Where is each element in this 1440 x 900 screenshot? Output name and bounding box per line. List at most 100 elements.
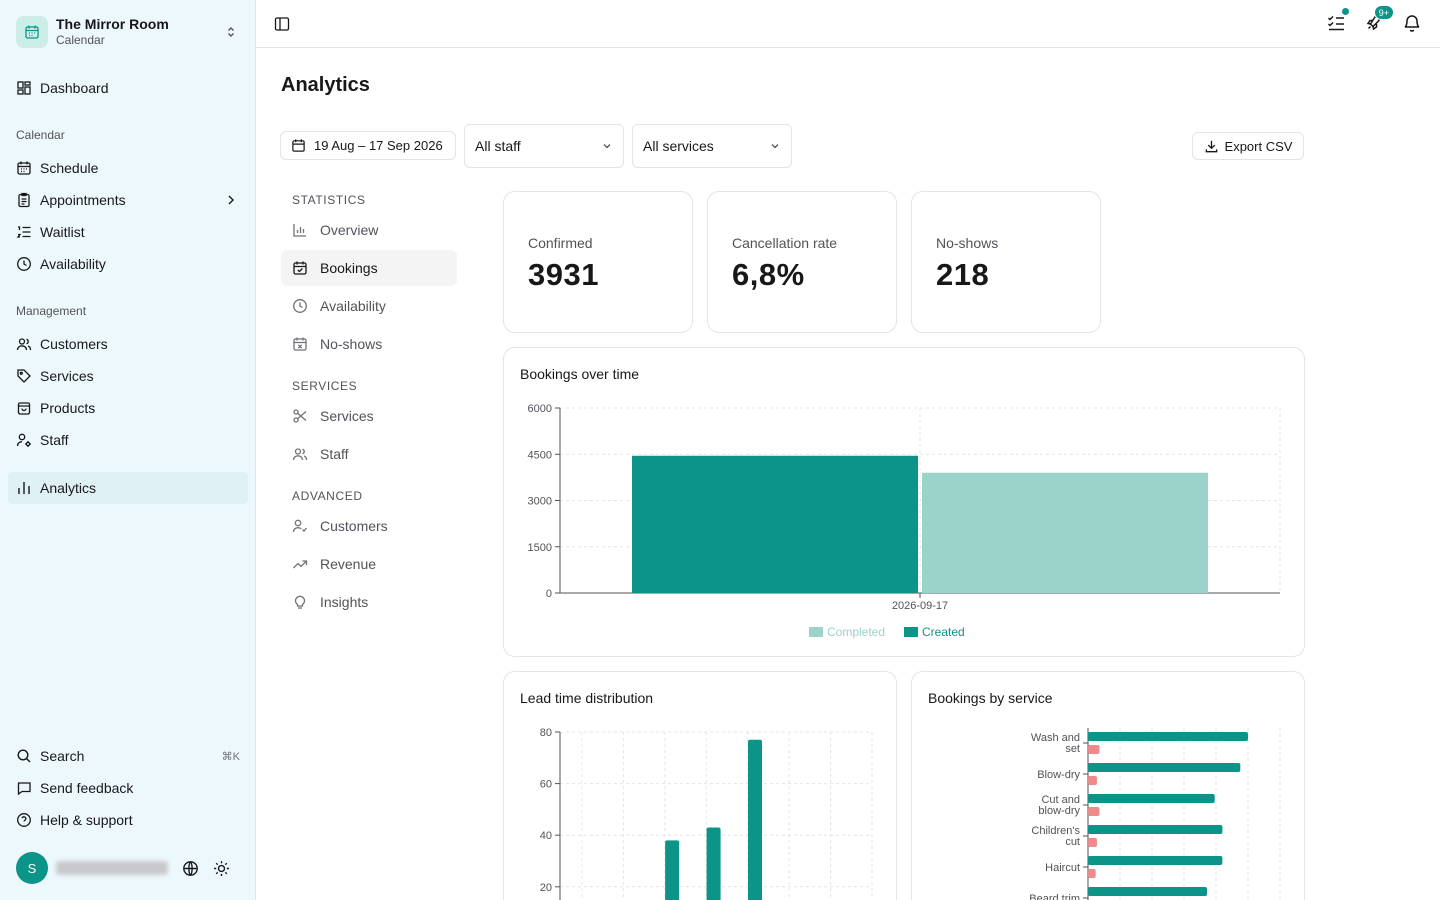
clock-icon bbox=[16, 256, 32, 272]
subnav-item-overview[interactable]: Overview bbox=[281, 212, 457, 248]
notification-count-badge: 9+ bbox=[1373, 5, 1394, 20]
bookings-by-service-card: Bookings by service Wash and set Blow-dry C… bbox=[911, 671, 1305, 900]
bar-cancellations bbox=[1088, 745, 1100, 754]
y-tick-label: 0 bbox=[546, 588, 552, 600]
subnav-item-revenue[interactable]: Revenue bbox=[281, 546, 457, 582]
stat-label: Cancellation rate bbox=[732, 235, 838, 251]
subnav-item-customers[interactable]: Customers bbox=[281, 508, 457, 544]
staff-select[interactable]: All staff bbox=[464, 124, 624, 168]
lead-time-distribution-card: Lead time distribution 20 40 60 80 bbox=[503, 671, 897, 900]
sidebar-item-customers[interactable]: Customers bbox=[8, 328, 248, 360]
sidebar-item-availability[interactable]: Availability bbox=[8, 248, 248, 280]
chart-title: Lead time distribution bbox=[520, 690, 654, 706]
stat-value: 218 bbox=[936, 257, 990, 292]
sidebar-item-label: Dashboard bbox=[40, 80, 109, 96]
subnav-item-label: Insights bbox=[320, 594, 369, 610]
services-select[interactable]: All services bbox=[632, 124, 792, 168]
legend-label: Created bbox=[922, 625, 965, 639]
y-tick-label: set bbox=[1065, 743, 1080, 755]
subnav-item-staff[interactable]: Staff bbox=[281, 436, 457, 472]
sidebar-item-search[interactable]: Search ⌘K bbox=[8, 740, 248, 772]
y-tick-label: 80 bbox=[540, 727, 552, 739]
y-tick-label: Children's bbox=[1031, 825, 1080, 837]
sidebar: The Mirror Room Calendar Dashboard Calen… bbox=[0, 0, 256, 900]
y-tick-label: blow-dry bbox=[1038, 805, 1080, 817]
sidebar-item-dashboard[interactable]: Dashboard bbox=[8, 72, 248, 104]
subnav-item-label: No-shows bbox=[320, 336, 383, 352]
y-tick-label: 1500 bbox=[528, 542, 552, 554]
chevron-right-icon[interactable] bbox=[224, 193, 238, 207]
y-tick-label: 40 bbox=[540, 830, 552, 842]
chart-title: Bookings by service bbox=[928, 690, 1053, 706]
users-icon bbox=[292, 446, 308, 462]
y-tick-label: Wash and bbox=[1031, 732, 1080, 744]
sidebar-item-label: Staff bbox=[40, 432, 69, 448]
subnav-item-bookings[interactable]: Bookings bbox=[281, 250, 457, 286]
calendar-check-icon bbox=[292, 260, 308, 276]
date-range-label: 19 Aug – 17 Sep 2026 bbox=[314, 138, 443, 153]
bar bbox=[748, 739, 762, 900]
sidebar-item-schedule[interactable]: Schedule bbox=[8, 152, 248, 184]
lead-time-distribution-chart: 20 40 60 80 bbox=[540, 727, 873, 900]
y-tick-label: 3000 bbox=[528, 496, 552, 508]
sidebar-toggle-icon[interactable] bbox=[274, 16, 290, 32]
avatar[interactable]: S bbox=[16, 852, 48, 884]
shopping-bag-icon bbox=[16, 400, 32, 416]
dashboard-icon bbox=[16, 80, 32, 96]
user-check-icon bbox=[292, 518, 308, 534]
whats-new-button[interactable]: 9+ bbox=[1364, 5, 1394, 33]
y-tick-label: 4500 bbox=[528, 449, 552, 461]
staff-select-value: All staff bbox=[475, 138, 521, 154]
sun-icon[interactable] bbox=[213, 860, 230, 877]
bar-bookings bbox=[1088, 763, 1241, 772]
globe-icon[interactable] bbox=[182, 860, 199, 877]
sidebar-item-label: Analytics bbox=[40, 480, 97, 496]
y-tick-label: Blow-dry bbox=[1037, 769, 1080, 781]
bar-bookings bbox=[1088, 825, 1223, 834]
sidebar-item-waitlist[interactable]: Waitlist bbox=[8, 216, 248, 248]
y-tick-label: Cut and bbox=[1041, 794, 1080, 806]
workspace-subtitle: Calendar bbox=[56, 33, 105, 47]
bar-bookings bbox=[1088, 856, 1223, 865]
lightbulb-icon bbox=[292, 594, 308, 610]
sidebar-item-label: Availability bbox=[40, 256, 106, 272]
chevrons-up-down-icon bbox=[224, 25, 238, 39]
bar-bookings bbox=[1088, 794, 1215, 803]
subnav-item-insights[interactable]: Insights bbox=[281, 584, 457, 620]
calendar-x-icon bbox=[292, 336, 308, 352]
sidebar-item-help[interactable]: Help & support bbox=[8, 804, 248, 836]
sidebar-item-analytics[interactable]: Analytics bbox=[8, 472, 248, 504]
subnav-item-no-shows[interactable]: No-shows bbox=[281, 326, 457, 362]
sidebar-item-label: Search bbox=[40, 748, 85, 764]
sidebar-item-feedback[interactable]: Send feedback bbox=[8, 772, 248, 804]
sidebar-item-staff[interactable]: Staff bbox=[8, 424, 248, 456]
bar-cancellations bbox=[1088, 838, 1097, 847]
sidebar-item-label: Help & support bbox=[40, 812, 133, 828]
help-circle-icon bbox=[16, 812, 32, 828]
chevron-down-icon bbox=[601, 140, 613, 152]
sidebar-item-appointments[interactable]: Appointments bbox=[8, 184, 248, 216]
sidebar-item-label: Waitlist bbox=[40, 224, 85, 240]
sidebar-item-label: Appointments bbox=[40, 192, 126, 208]
task-list-button[interactable] bbox=[1326, 7, 1350, 33]
user-menu[interactable]: S bbox=[16, 852, 248, 884]
sidebar-item-services[interactable]: Services bbox=[8, 360, 248, 392]
bar bbox=[706, 827, 721, 900]
tag-icon bbox=[16, 368, 32, 384]
subnav-item-availability[interactable]: Availability bbox=[281, 288, 457, 324]
date-range-picker[interactable]: 19 Aug – 17 Sep 2026 bbox=[280, 131, 456, 160]
calendar-logo-icon bbox=[16, 16, 48, 48]
sidebar-item-label: Products bbox=[40, 400, 96, 416]
sidebar-item-label: Services bbox=[40, 368, 94, 384]
bar-bookings bbox=[1088, 887, 1208, 896]
sidebar-item-label: Customers bbox=[40, 336, 108, 352]
bookings-over-time-chart: 0 1500 3000 4500 6000 2026-09-17 Completed Crea… bbox=[528, 403, 1281, 639]
subnav-item-services[interactable]: Services bbox=[281, 398, 457, 434]
export-csv-button[interactable]: Export CSV bbox=[1192, 132, 1304, 160]
sidebar-item-products[interactable]: Products bbox=[8, 392, 248, 424]
download-icon bbox=[1204, 139, 1219, 154]
workspace-switcher[interactable]: The Mirror Room Calendar bbox=[8, 10, 248, 54]
bookings-over-time-card: Bookings over time 0 1500 3000 4500 6000 2026… bbox=[503, 347, 1305, 657]
stat-label: No-shows bbox=[936, 235, 999, 251]
notifications-button[interactable] bbox=[1402, 13, 1422, 33]
